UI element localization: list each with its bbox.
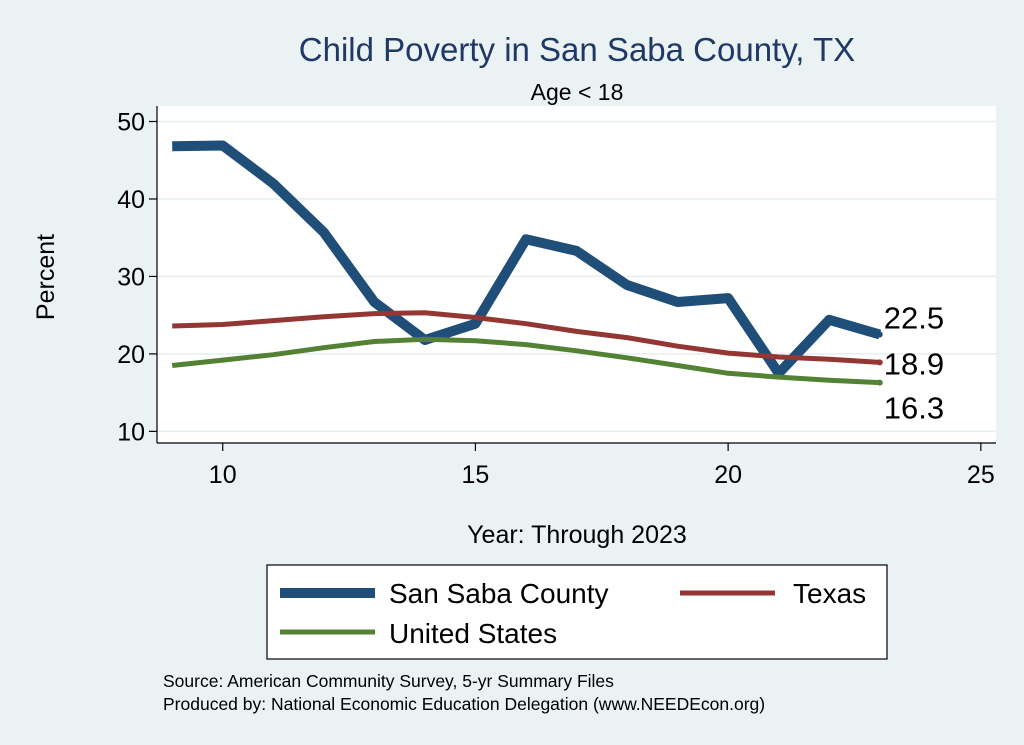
y-tick-label: 20 bbox=[117, 341, 145, 369]
legend-box bbox=[266, 564, 888, 660]
x-tick-label: 25 bbox=[967, 461, 995, 489]
end-point-1 bbox=[876, 359, 883, 366]
produced-by-note: Produced by: National Economic Education… bbox=[163, 694, 765, 714]
x-tick-label: 20 bbox=[714, 461, 742, 489]
x-tick-label: 10 bbox=[209, 461, 237, 489]
legend-label: Texas bbox=[793, 578, 866, 609]
end-point-2 bbox=[876, 379, 883, 386]
y-tick-label: 10 bbox=[117, 418, 145, 446]
series-line-texas bbox=[172, 310, 880, 365]
end-label: 16.3 bbox=[884, 391, 944, 426]
x-axis-title: Year: Through 2023 bbox=[467, 521, 687, 549]
legend: San Saba County Texas United States bbox=[266, 564, 888, 660]
legend-label: San Saba County bbox=[389, 578, 609, 609]
end-label: 18.9 bbox=[884, 346, 944, 381]
series-line-united-states bbox=[171, 336, 880, 386]
end-label: 22.5 bbox=[884, 301, 944, 336]
legend-label: United States bbox=[389, 618, 557, 649]
plot-area bbox=[157, 106, 996, 443]
y-tick-label: 40 bbox=[117, 186, 145, 214]
y-tick-label: 30 bbox=[117, 263, 145, 291]
chart-title: Child Poverty in San Saba County, TX bbox=[299, 31, 855, 68]
series-line-san-saba-county bbox=[172, 140, 882, 379]
chart-subtitle: Age < 18 bbox=[531, 79, 624, 105]
end-point-0 bbox=[876, 331, 883, 338]
end-labels: 22.5 18.9 16.3 bbox=[884, 301, 944, 426]
series-lines bbox=[171, 140, 883, 386]
axes: 10 20 30 40 50 10 15 20 25 bbox=[117, 106, 996, 489]
x-tick-label: 15 bbox=[462, 461, 490, 489]
y-axis-title: Percent bbox=[32, 234, 60, 320]
y-tick-label: 50 bbox=[117, 108, 145, 136]
source-note: Source: American Community Survey, 5-yr … bbox=[163, 671, 614, 691]
